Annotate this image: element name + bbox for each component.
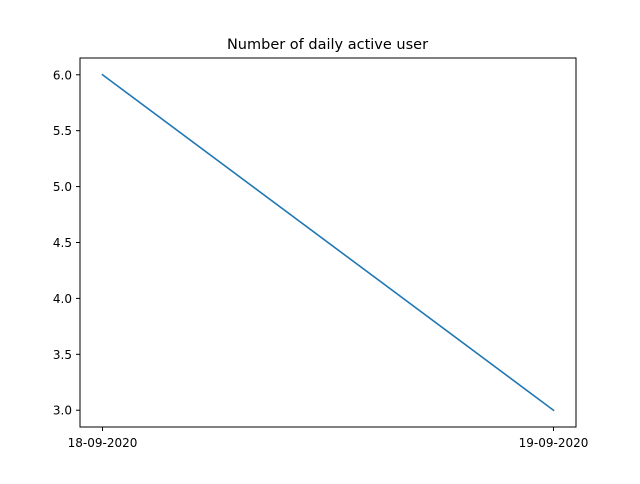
y-tick-label: 3.0 <box>53 404 72 418</box>
x-tick-label: 18-09-2020 <box>68 436 138 450</box>
y-tick-label: 5.5 <box>53 124 72 138</box>
y-tick-label: 4.0 <box>53 292 72 306</box>
x-axis: 18-09-2020 19-09-2020 <box>68 427 589 450</box>
y-tick-label: 4.5 <box>53 236 72 250</box>
series-line <box>101 73 555 412</box>
plot-area-frame <box>79 57 577 428</box>
y-tick-label: 5.0 <box>53 180 72 194</box>
x-tick-label: 19-09-2020 <box>519 436 589 450</box>
y-tick-label: 3.5 <box>53 348 72 362</box>
y-tick-label: 6.0 <box>53 68 72 82</box>
chart-title: Number of daily active user <box>227 37 428 53</box>
series-layer <box>101 73 555 412</box>
y-axis: 6.0 5.5 5.0 4.5 4.0 3.5 3.0 <box>53 68 80 418</box>
